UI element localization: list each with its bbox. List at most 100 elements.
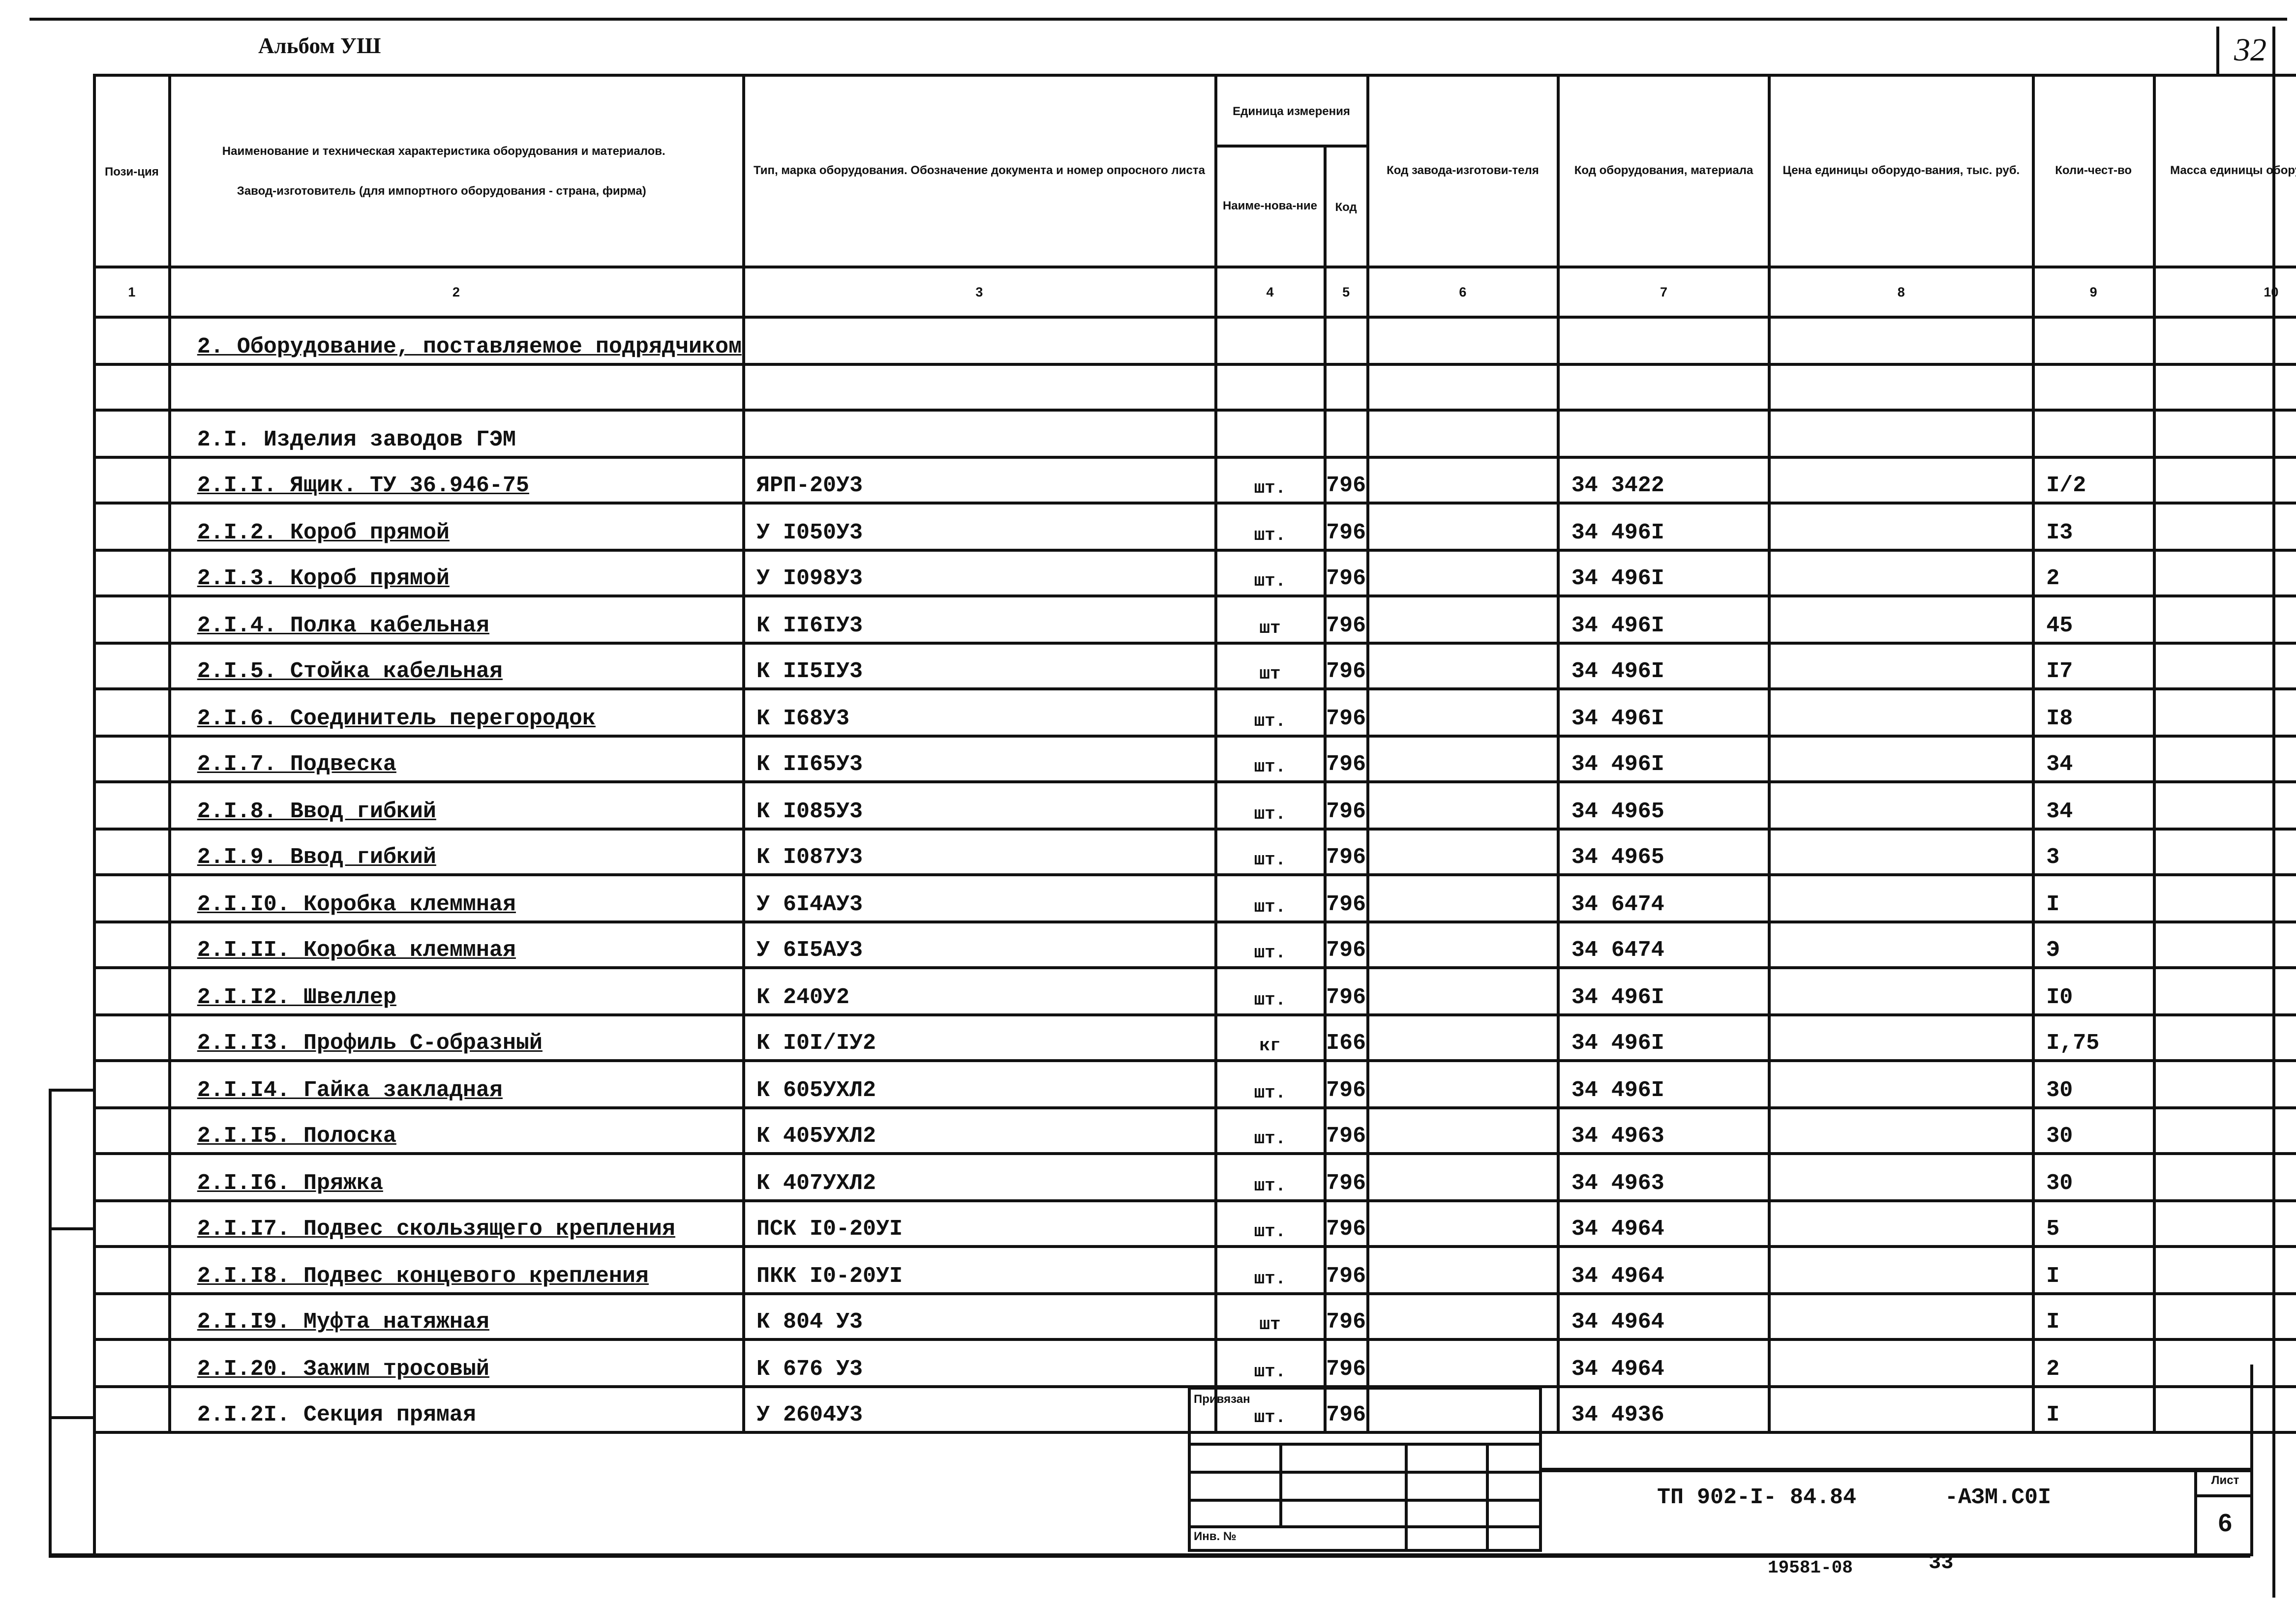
cell-name: 2.I. Изделия заводов ГЭМ [167, 409, 745, 458]
cell-equipment-code: 34 496I [1556, 594, 1771, 644]
stamp-line [1191, 1525, 1539, 1528]
cell-unit-code: 796 [1323, 594, 1369, 644]
header-unit-group: Единица измерения [1213, 74, 1369, 148]
cell-position [93, 594, 171, 644]
stamp-line [1486, 1443, 1489, 1549]
cell-unit-code: 796 [1323, 1384, 1369, 1434]
title-block-right-line [2250, 1365, 2253, 1556]
cell-quantity: I7 [2031, 641, 2156, 690]
cell-unit [1213, 362, 1327, 412]
cell-position [93, 1338, 171, 1388]
cell-type: К I0I/IУ2 [741, 1012, 1217, 1062]
cell-price [1768, 1291, 2035, 1341]
column-number: 10 [2152, 266, 2296, 319]
cell-equipment-code: 34 4963 [1556, 1152, 1771, 1202]
cell-quantity: I8 [2031, 687, 2156, 737]
cell-quantity: 30 [2031, 1152, 2156, 1202]
cell-price [1768, 362, 2035, 412]
table-row: 2.I.2. Короб прямой У I050У3 шт. 796 34 496I… [93, 502, 2296, 551]
table-row: 2.I.I. Ящик. ТУ 36.946-75 ЯРП-20У3 шт. 796 3… [93, 455, 2296, 505]
table-row: 2.I.I9. Муфта натяжная К 804 У3 шт 796 34 49… [93, 1291, 2296, 1341]
cell-unit-code: 796 [1323, 455, 1369, 505]
attachment-stamp: Привязан Инв. № [1188, 1387, 1542, 1552]
cell-mass [2152, 455, 2296, 505]
cell-manufacturer-code [1366, 1105, 1560, 1155]
table-row: 2.I.I8. Подвес концевого крепления ПКК I0… [93, 1245, 2296, 1295]
header-unit-code: Код [1323, 145, 1369, 268]
cell-unit-code: 796 [1323, 1105, 1369, 1155]
cell-equipment-code: 34 3422 [1556, 455, 1771, 505]
header-position: Пози-ция [93, 74, 171, 268]
cell-unit: шт. [1213, 827, 1327, 876]
cell-mass [2152, 594, 2296, 644]
cell-type: У 2604У3 [741, 1384, 1217, 1434]
cell-price [1768, 1384, 2035, 1434]
cell-position [93, 734, 171, 783]
cell-position [93, 316, 171, 365]
cell-manufacturer-code [1366, 362, 1560, 412]
cell-unit: шт [1213, 641, 1327, 690]
cell-type: К II6IУ3 [741, 594, 1217, 644]
column-numbers-row: 1 2 3 4 5 6 7 8 9 10 [93, 266, 2296, 319]
cell-mass [2152, 1291, 2296, 1341]
header-mass: Масса единицы оборудо-вания, кг [2152, 74, 2296, 268]
cell-manufacturer-code [1366, 780, 1560, 830]
cell-position [93, 362, 171, 412]
inventory-label: Инв. № [1194, 1530, 1237, 1543]
cell-mass [2152, 1152, 2296, 1202]
cell-price [1768, 1105, 2035, 1155]
column-number: 3 [741, 266, 1217, 319]
cell-type: ПСК I0-20УI [741, 1198, 1217, 1248]
cell-type: У 6I4АУ3 [741, 873, 1217, 923]
cell-unit: шт. [1213, 966, 1327, 1016]
cell-equipment-code: 34 496I [1556, 548, 1771, 597]
cell-mass [2152, 641, 2296, 690]
column-number: 5 [1323, 266, 1369, 319]
cell-unit [1213, 316, 1327, 365]
cell-price [1768, 316, 2035, 365]
cell-mass [2152, 316, 2296, 365]
cell-quantity: I [2031, 1291, 2156, 1341]
cell-manufacturer-code [1366, 548, 1560, 597]
cell-quantity: 30 [2031, 1059, 2156, 1109]
cell-unit: шт. [1213, 1152, 1327, 1202]
cell-unit-code: 796 [1323, 548, 1369, 597]
cell-equipment-code: 34 4963 [1556, 1105, 1771, 1155]
table-row: 2.I.8. Ввод гибкий К I085У3 шт. 796 34 4965 3… [93, 780, 2296, 830]
cell-position [93, 873, 171, 923]
cell-quantity: I [2031, 1245, 2156, 1295]
cell-name: 2.I.6. Соединитель перегородок [167, 687, 745, 737]
cell-equipment-code: 34 496I [1556, 966, 1771, 1016]
cell-name: 2. Оборудование, поставляемое подрядчико… [167, 316, 745, 365]
cell-unit-code: 796 [1323, 1152, 1369, 1202]
cell-price [1768, 455, 2035, 505]
cell-type [741, 362, 1217, 412]
table-row: 2. Оборудование, поставляемое подрядчико… [93, 316, 2296, 365]
cell-position [93, 548, 171, 597]
cell-position [93, 1291, 171, 1341]
cell-unit-code: I66 [1323, 1012, 1369, 1062]
frame-left-line [93, 1365, 96, 1556]
cell-position [93, 1198, 171, 1248]
stamp-line [1191, 1499, 1539, 1502]
cell-unit: шт. [1213, 548, 1327, 597]
cell-type: К I085У3 [741, 780, 1217, 830]
margin-line [49, 1416, 93, 1419]
cell-price [1768, 1152, 2035, 1202]
cell-unit: шт. [1213, 1384, 1327, 1434]
stamp-line [1279, 1443, 1282, 1525]
header-unit-name: Наиме-нова-ние [1213, 145, 1327, 268]
cell-unit-code: 796 [1323, 1198, 1369, 1248]
cell-position [93, 687, 171, 737]
cell-position [93, 920, 171, 969]
cell-mass [2152, 687, 2296, 737]
header-equipment-code: Код оборудования, материала [1556, 74, 1771, 268]
cell-unit-code: 796 [1323, 1291, 1369, 1341]
cell-type: К I68У3 [741, 687, 1217, 737]
cell-type [741, 316, 1217, 365]
cell-unit: шт [1213, 594, 1327, 644]
margin-line [49, 1089, 93, 1092]
cell-manufacturer-code [1366, 1245, 1560, 1295]
cell-name: 2.I.9. Ввод гибкий [167, 827, 745, 876]
